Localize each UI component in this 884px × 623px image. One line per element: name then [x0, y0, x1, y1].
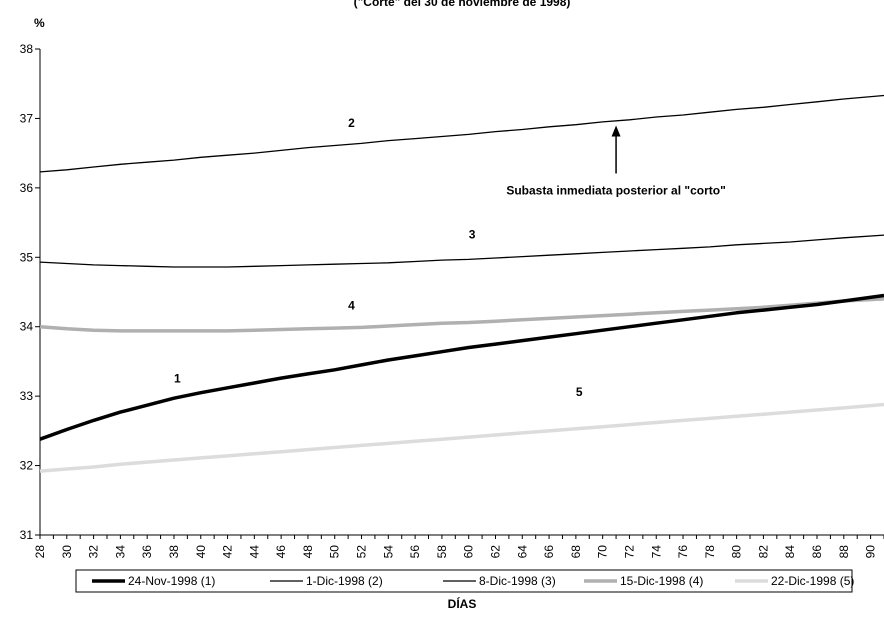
series-label-5: 5: [576, 385, 583, 399]
x-tick-label: 76: [676, 545, 690, 559]
x-axis-title: DÍAS: [448, 596, 477, 611]
x-tick-label: 70: [596, 545, 610, 559]
x-tick-label: 44: [247, 545, 261, 559]
x-tick-label: 66: [542, 545, 556, 559]
x-tick-label: 34: [113, 545, 127, 559]
series-label-4: 4: [348, 298, 355, 312]
x-tick-label: 80: [730, 545, 744, 559]
x-tick-label: 40: [194, 545, 208, 559]
x-tick-label: 88: [837, 545, 851, 559]
x-tick-label: 72: [622, 545, 636, 559]
chart-title: ("Corte" del 30 de noviembre de 1998): [354, 0, 571, 9]
series-label-3: 3: [469, 228, 476, 242]
x-tick-label: 42: [221, 545, 235, 559]
series-label-1: 1: [174, 371, 181, 385]
series-layer: [39, 94, 884, 473]
y-tick-label: 33: [20, 389, 34, 403]
y-tick-label: 32: [20, 459, 34, 473]
x-tick-label: 32: [87, 545, 101, 559]
x-tick-label: 82: [756, 545, 770, 559]
x-tick-label: 36: [140, 545, 154, 559]
x-tick-label: 52: [355, 545, 369, 559]
x-tick-label: 74: [649, 545, 663, 559]
x-tick-label: 78: [703, 545, 717, 559]
series-labels: 1 2 3 4 5: [174, 116, 583, 399]
series-line-5: [39, 402, 884, 473]
series-line-3: [39, 234, 884, 268]
x-tick-label: 86: [810, 545, 824, 559]
y-tick-label: 37: [20, 111, 34, 125]
legend-label-2: 1-Dic-1998 (2): [306, 574, 383, 588]
y-tick-label: 35: [20, 250, 34, 264]
x-tick-label: 50: [328, 545, 342, 559]
x-tick-label: 48: [301, 545, 315, 559]
x-tick-label: 62: [488, 545, 502, 559]
annotation: Subasta inmediata posterior al "corto": [506, 125, 726, 198]
legend-label-4: 15-Dic-1998 (4): [620, 574, 703, 588]
x-tick-label: 60: [462, 545, 476, 559]
x-tick-label: 64: [515, 545, 529, 559]
x-tick-label: 30: [60, 545, 74, 559]
x-tick-label: 90: [864, 545, 878, 559]
y-tick-label: 38: [20, 42, 34, 56]
legend-label-5: 22-Dic-1998 (5): [771, 574, 854, 588]
x-tick-label: 58: [435, 545, 449, 559]
legend: 24-Nov-1998 (1) 1-Dic-1998 (2) 8-Dic-1998 …: [75, 569, 854, 593]
series-line-2: [39, 94, 884, 173]
legend-label-1: 24-Nov-1998 (1): [128, 574, 215, 588]
series-line-1: [39, 293, 884, 441]
x-tick-label: 54: [381, 545, 395, 559]
x-tick-label: 28: [33, 545, 47, 559]
x-tick-label: 56: [408, 545, 422, 559]
annotation-text: Subasta inmediata posterior al "corto": [506, 184, 725, 198]
x-tick-label: 84: [783, 545, 797, 559]
y-tick-label: 36: [20, 181, 34, 195]
x-tick-label: 38: [167, 545, 181, 559]
x-tick-label: 68: [569, 545, 583, 559]
series-line-4: [39, 297, 884, 333]
y-tick-label: 34: [20, 320, 34, 334]
series-label-2: 2: [348, 116, 355, 130]
y-axis-title: %: [34, 16, 45, 30]
annotation-arrowhead: [611, 125, 621, 137]
y-tick-label: 31: [20, 528, 34, 542]
x-tick-label: 46: [274, 545, 288, 559]
legend-label-3: 8-Dic-1998 (3): [479, 574, 556, 588]
